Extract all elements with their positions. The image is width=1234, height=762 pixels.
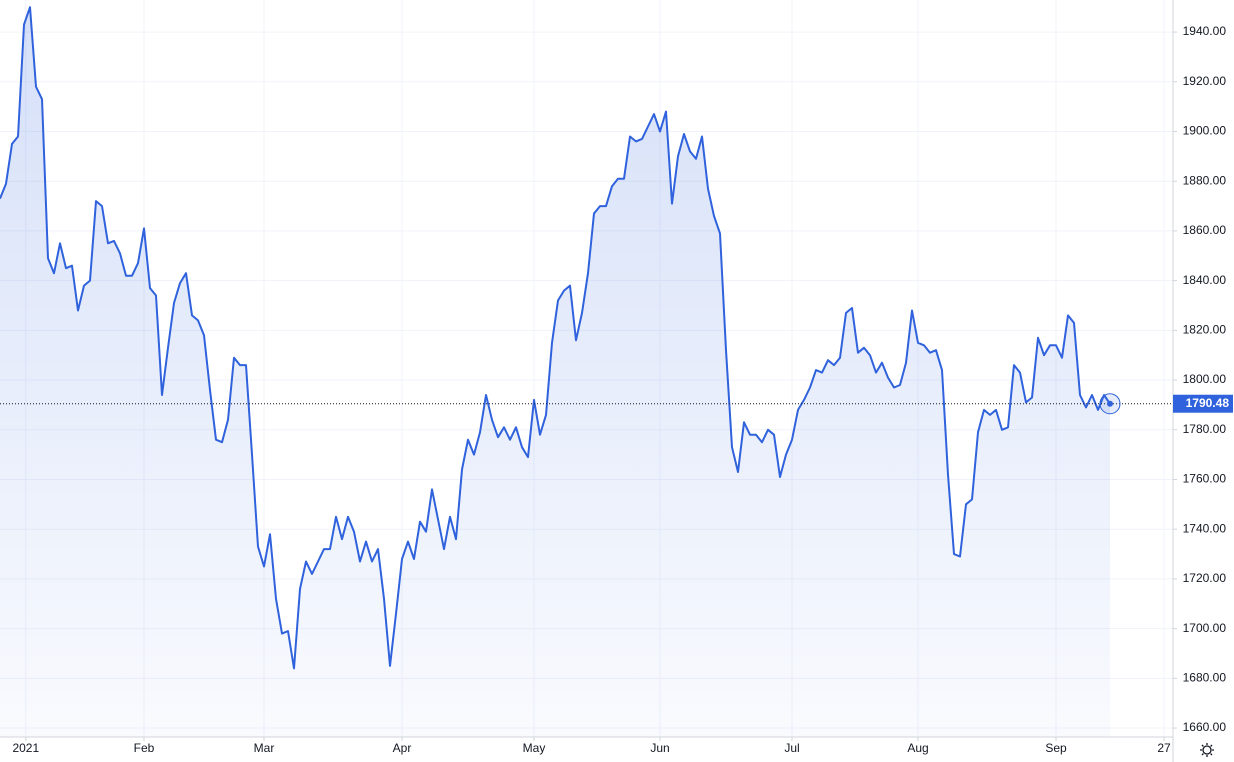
area bbox=[0, 7, 1110, 737]
y-tick-label: 1880.00 bbox=[1183, 173, 1227, 187]
x-tick-label: Apr bbox=[393, 741, 412, 755]
x-tick-label: Sep bbox=[1045, 741, 1067, 755]
y-tick-label: 1940.00 bbox=[1183, 24, 1227, 38]
x-tick-label: May bbox=[523, 741, 546, 755]
y-tick-label: 1720.00 bbox=[1183, 571, 1227, 585]
y-tick-label: 1900.00 bbox=[1183, 124, 1227, 138]
x-tick-label: Jun bbox=[650, 741, 669, 755]
plot bbox=[0, 6, 1173, 737]
x-tick-label: Feb bbox=[134, 741, 155, 755]
x-tick-label: 2021 bbox=[12, 741, 39, 755]
x-tick-label: Mar bbox=[254, 741, 275, 755]
y-tick-label: 1860.00 bbox=[1183, 223, 1227, 237]
y-tick-label: 1800.00 bbox=[1183, 372, 1227, 386]
y-tick-label: 1920.00 bbox=[1183, 74, 1227, 88]
settings-icon-ring bbox=[1202, 745, 1212, 755]
settings-icon[interactable] bbox=[1200, 743, 1214, 757]
y-tick-label: 1700.00 bbox=[1183, 621, 1227, 635]
y-tick-label: 1820.00 bbox=[1183, 323, 1227, 337]
last-price-label: 1790.48 bbox=[1186, 396, 1230, 410]
last-price-box bbox=[1173, 394, 1233, 413]
axes: 1660.00 1680.00 1700.00 1720.00 1740.00 1760.… bbox=[12, 24, 1233, 755]
y-tick-label: 1780.00 bbox=[1183, 422, 1227, 436]
x-tick-label: Aug bbox=[907, 741, 928, 755]
settings-icon-spokes bbox=[1200, 743, 1214, 757]
y-tick-label: 1740.00 bbox=[1183, 521, 1227, 535]
line bbox=[0, 6, 1111, 670]
y-tick-label: 1760.00 bbox=[1183, 472, 1227, 486]
y-tick-label: 1660.00 bbox=[1183, 720, 1227, 734]
y-tick-label: 1840.00 bbox=[1183, 273, 1227, 287]
x-tick-label: Jul bbox=[784, 741, 799, 755]
last-point bbox=[1107, 400, 1113, 407]
y-tick-label: 1680.00 bbox=[1183, 671, 1227, 685]
x-tick-label: 27 bbox=[1157, 741, 1171, 755]
